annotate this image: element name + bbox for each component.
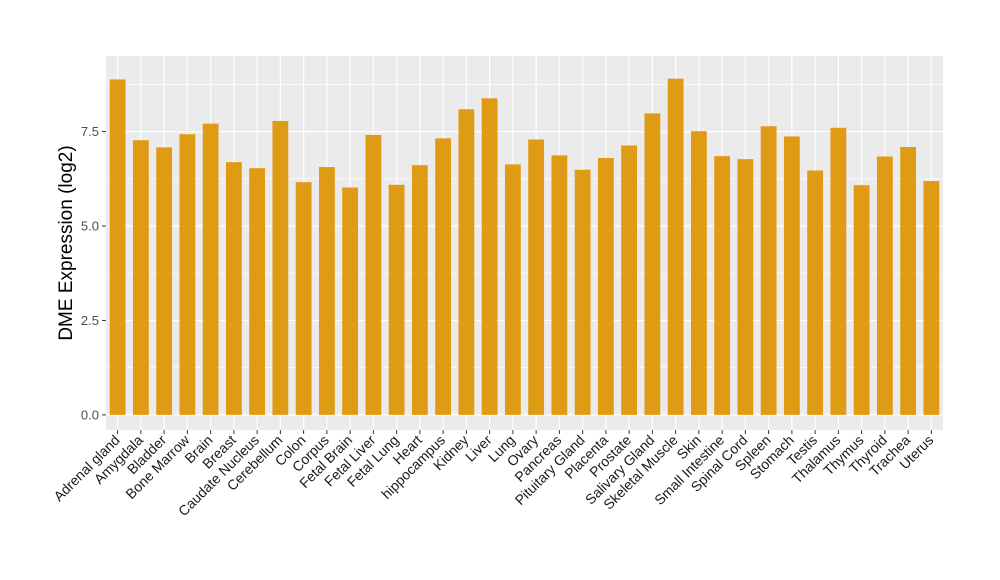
bar-placenta [597, 158, 614, 415]
bar-adrenal-gland [109, 79, 126, 415]
bar-testis [807, 170, 824, 415]
bar-brain [202, 123, 219, 415]
bar-salivary-gland [644, 113, 661, 415]
bar-cerebellum [272, 120, 289, 415]
bar-trachea [900, 147, 917, 415]
y-axis: 0.0 2.5 5.0 7.5 [81, 124, 106, 422]
bar-fetal-lung [388, 184, 405, 415]
bar-small-intestine [714, 156, 731, 415]
minor-gridlines [106, 84, 943, 368]
bar-spinal-cord [737, 159, 754, 415]
bar-thyroid [876, 156, 893, 415]
y-tick-label: 7.5 [81, 124, 99, 139]
bar-amygdala [132, 140, 149, 415]
bar-corpus [318, 167, 335, 415]
bar-heart [411, 165, 428, 415]
bar-caudate-nucleus [249, 168, 266, 415]
y-tick-label: 5.0 [81, 219, 99, 234]
bar-breast [225, 162, 242, 415]
bar-lung [504, 164, 521, 415]
bar-liver [481, 98, 498, 415]
bar-hippocampus [435, 138, 452, 415]
bar-colon [295, 182, 312, 415]
bar-skin [690, 131, 707, 415]
bar-pancreas [551, 155, 568, 415]
bar-ovary [528, 139, 545, 415]
bar-fetal-brain [342, 187, 359, 415]
bar-skeletal-muscle [667, 78, 684, 415]
y-tick-label: 0.0 [81, 407, 99, 422]
bar-fetal-liver [365, 134, 382, 415]
bar-bone-marrow [179, 134, 196, 415]
bar-bladder [156, 147, 173, 415]
bars-group [109, 78, 940, 415]
bar-kidney [458, 109, 475, 415]
bar-uterus [923, 181, 940, 415]
bar-stomach [783, 136, 800, 415]
y-axis-title: DME Expression (log2) [56, 145, 77, 340]
bar-prostate [621, 145, 638, 415]
bar-thalamus [830, 127, 847, 415]
bar-pituitary-gland [574, 169, 591, 415]
bar-thymus [853, 185, 870, 415]
bar-spleen [760, 126, 777, 415]
y-tick-label: 2.5 [81, 313, 99, 328]
